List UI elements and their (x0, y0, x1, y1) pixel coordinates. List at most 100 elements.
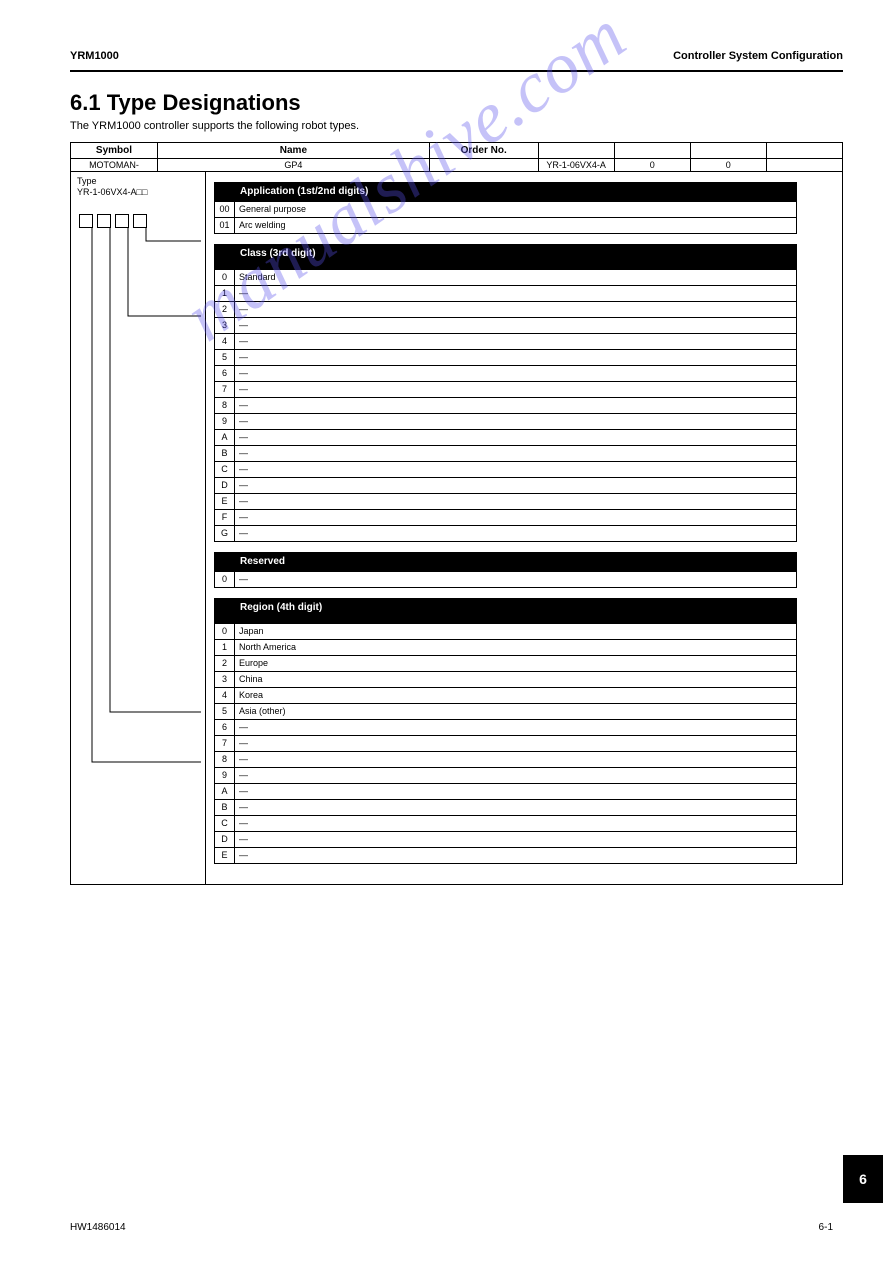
table-row: 1— (215, 286, 797, 302)
row-value: — (235, 784, 797, 800)
row-code: 01 (215, 218, 235, 234)
block-2: Reserved0— (214, 552, 797, 588)
row-code: E (215, 848, 235, 864)
block-table: 0Standard1—2—3—4—5—6—7—8—9—A—B—C—D—E—F—G… (214, 263, 797, 542)
table-row: D— (215, 832, 797, 848)
row-code: 7 (215, 382, 235, 398)
cell-name: GP4 (157, 159, 429, 172)
page-header: YRM1000 Controller System Configuration (70, 50, 843, 62)
row-value: — (235, 350, 797, 366)
row-value: — (235, 430, 797, 446)
table-row: C— (215, 462, 797, 478)
row-code: F (215, 510, 235, 526)
table-row: 6— (215, 366, 797, 382)
row-code: 9 (215, 768, 235, 784)
table-row: F— (215, 510, 797, 526)
table-row: 2— (215, 302, 797, 318)
block-title: Region (4th digit) (240, 602, 322, 613)
row-code: C (215, 816, 235, 832)
cell-order: YR-1-06VX4-A (538, 159, 614, 172)
section-title: 6.1 Type Designations (70, 90, 843, 116)
row-value: — (235, 334, 797, 350)
row-code: 0 (215, 270, 235, 286)
row-value: — (235, 800, 797, 816)
row-code: D (215, 832, 235, 848)
row-value: Asia (other) (235, 704, 797, 720)
table-row: 8— (215, 398, 797, 414)
table-row: 3— (215, 318, 797, 334)
row-code: 00 (215, 202, 235, 218)
table-row: 0— (215, 572, 797, 588)
row-code: C (215, 462, 235, 478)
row-value: — (235, 572, 797, 588)
col-order: Order No. (429, 143, 538, 159)
row-code: B (215, 446, 235, 462)
row-value: China (235, 672, 797, 688)
table-row: A— (215, 784, 797, 800)
table-row: 5— (215, 350, 797, 366)
header-rule (70, 70, 843, 72)
row-code: 0 (215, 624, 235, 640)
row-code: 1 (215, 286, 235, 302)
type-table: Symbol Name Order No. MOTOMAN- GP4 YR-1-… (70, 142, 843, 885)
footer-left: HW1486014 (70, 1222, 126, 1233)
block-title: Class (3rd digit) (240, 248, 316, 259)
block-title: Application (1st/2nd digits) (240, 186, 368, 197)
row-value: — (235, 526, 797, 542)
row-code: A (215, 784, 235, 800)
table-row: B— (215, 800, 797, 816)
row-code: 2 (215, 656, 235, 672)
row-value: — (235, 366, 797, 382)
row-value: — (235, 302, 797, 318)
header-right: Controller System Configuration (673, 50, 843, 62)
row-code: 2 (215, 302, 235, 318)
table-row: 9— (215, 768, 797, 784)
block-header: Application (1st/2nd digits) (214, 182, 797, 201)
col-symbol: Symbol (71, 143, 158, 159)
row-value: — (235, 494, 797, 510)
row-code: 7 (215, 736, 235, 752)
row-value: — (235, 414, 797, 430)
col-s3 (690, 143, 766, 159)
row-value: — (235, 510, 797, 526)
row-code: 5 (215, 704, 235, 720)
block-1: Class (3rd digit) 0Standard1—2—3—4—5—6—7—… (214, 244, 797, 542)
table-row: G— (215, 526, 797, 542)
digit-square-3 (115, 214, 129, 228)
row-value: North America (235, 640, 797, 656)
row-code: E (215, 494, 235, 510)
type-left-column: Type YR-1-06VX4-A□□ (71, 172, 206, 884)
row-value: — (235, 382, 797, 398)
cell-v3 (766, 159, 842, 172)
col-name: Name (157, 143, 429, 159)
cell-symbol: MOTOMAN- (71, 159, 158, 172)
table-row: 7— (215, 382, 797, 398)
row-value: — (235, 736, 797, 752)
row-value: — (235, 478, 797, 494)
row-value: — (235, 398, 797, 414)
row-code: A (215, 430, 235, 446)
table-row: 6— (215, 720, 797, 736)
row-code: 4 (215, 688, 235, 704)
row-code: 6 (215, 366, 235, 382)
table-row: 5Asia (other) (215, 704, 797, 720)
row-code: 3 (215, 318, 235, 334)
row-value: Arc welding (235, 218, 797, 234)
table-row: 8— (215, 752, 797, 768)
section-subtitle: The YRM1000 controller supports the foll… (70, 120, 843, 132)
table-row: E— (215, 848, 797, 864)
type-designation-label: Type YR-1-06VX4-A□□ (71, 172, 205, 202)
block-header: Region (4th digit) (214, 598, 797, 617)
table-row: A— (215, 430, 797, 446)
digit-square-1 (79, 214, 93, 228)
row-code: 5 (215, 350, 235, 366)
row-code: 9 (215, 414, 235, 430)
block-table: 00General purpose01Arc welding (214, 201, 797, 234)
row-value: — (235, 768, 797, 784)
digit-square-4 (133, 214, 147, 228)
digit-square-2 (97, 214, 111, 228)
table-row: 4— (215, 334, 797, 350)
row-value: — (235, 720, 797, 736)
table-row: 0Japan (215, 624, 797, 640)
table-row: 01Arc welding (215, 218, 797, 234)
